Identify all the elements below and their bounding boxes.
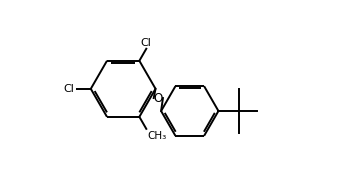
Text: Cl: Cl <box>141 38 152 48</box>
Text: CH₃: CH₃ <box>147 131 166 141</box>
Text: Cl: Cl <box>63 84 74 94</box>
Text: O: O <box>154 92 163 105</box>
